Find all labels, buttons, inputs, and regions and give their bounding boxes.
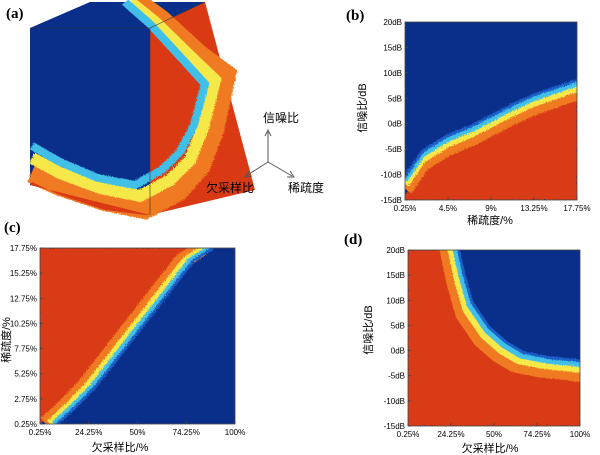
y-tick-label: -15dB [381,196,402,205]
y-ticks-d: 20dB 15dB 10dB 5dB 0dB -5dB -10dB -15dB [384,246,411,431]
axis-label-undersampling-3d: 欠采样比 [206,180,254,195]
x-tick-label: 4.5% [439,204,457,213]
panel-b: 20dB 15dB 10dB 5dB 0dB -5dB -10dB -15dB 0.25% 4.… [346,8,591,227]
panel-label-c: (c) [4,220,21,236]
y-tick-label: -10dB [381,171,402,180]
heatmap-transition-band [405,80,577,182]
x-axis-label-c: 欠采样比/% [92,440,149,454]
axis-label-sparsity-3d: 稀疏度 [288,180,324,195]
y-ticks-c: 17.75% 15.25% 12.75% 10.25% 7.75% 5.25% 2.75% 0… [10,244,43,429]
y-tick-label: 0dB [388,120,402,129]
x-tick-label: 0.25% [394,204,417,213]
x-ticks-c: 0.25% 24.25% 50% 74.25% 100% [29,421,245,437]
x-ticks-b: 0.25% 4.5% 9% 13.25% 17.75% [394,197,591,213]
heatmap-transition-band [439,250,580,383]
x-tick-label: 9% [485,204,497,213]
x-tick-label: 24.25% [437,430,464,439]
y-tick-label: -15dB [384,422,405,431]
x-tick-label: 13.25% [520,204,547,213]
y-tick-label: 10dB [383,69,402,78]
axes-3d [243,128,295,178]
panel-label-d: (d) [344,232,362,248]
cube-band-yellow [29,0,222,203]
heatmap-c [40,248,214,424]
panel-c: 17.75% 15.25% 12.75% 10.25% 7.75% 5.25% 2.75% 0… [0,220,245,454]
heatmap-red-region [405,98,577,200]
y-tick-label: 15dB [386,271,405,280]
y-tick-label: 10dB [386,296,405,305]
y-tick-label: 17.75% [10,244,37,253]
y-tick-label: 0.25% [14,420,37,429]
heatmap-transition-band [51,248,212,424]
heatmap-transition-band [405,83,577,187]
heatmap-red-region [40,248,196,424]
y-tick-label: -5dB [388,372,405,381]
panel-label-b: (b) [346,8,364,24]
x-tick-label: 50% [486,430,502,439]
y-tick-label: 5dB [391,321,405,330]
heatmap-d [408,250,580,426]
panel-label-a: (a) [6,6,24,22]
x-tick-label: 24.25% [75,428,102,437]
panel-a: 信噪比 欠采样比 稀疏度 (a) [6,0,324,220]
y-tick-label: 5dB [388,94,402,103]
x-tick-label: 0.25% [397,430,420,439]
y-tick-label: -10dB [384,397,405,406]
y-tick-label: 12.75% [10,294,37,303]
x-tick-label: 74.25% [173,428,200,437]
y-tick-label: 2.75% [14,395,37,404]
y-axis-label-b: 信噪比/dB [356,83,369,133]
y-tick-label: 0dB [391,347,405,356]
y-tick-label: 5.25% [14,370,37,379]
y-tick-label: -5dB [385,145,402,154]
y-axis-label-c: 稀疏度/% [0,317,13,363]
x-tick-label: 50% [129,428,145,437]
heatmap-transition-band [55,248,214,424]
x-tick-label: 0.25% [29,428,52,437]
panel-d: 20dB 15dB 10dB 5dB 0dB -5dB -10dB -15dB 0.25% 24… [344,232,590,455]
x-tick-label: 100% [225,428,245,437]
axis-label-snr-3d: 信噪比 [263,111,299,125]
y-axis-label-d: 信噪比/dB [362,305,375,355]
y-tick-label: 15dB [383,43,402,52]
y-tick-label: 7.75% [14,345,37,354]
x-tick-label: 17.75% [563,204,590,213]
x-ticks-d: 0.25% 24.25% 50% 74.25% 100% [397,423,590,439]
cube-band-cyan [30,0,210,190]
y-tick-label: 20dB [386,246,405,255]
x-axis-label-d: 欠采样比/% [462,441,519,455]
heatmap-transition-band [452,250,580,368]
heatmap-transition-band [447,250,580,374]
x-tick-label: 100% [570,430,590,439]
x-tick-label: 74.25% [523,430,550,439]
heatmap-b [405,78,577,200]
x-axis-label-b: 稀疏度/% [467,213,513,227]
y-ticks-b: 20dB 15dB 10dB 5dB 0dB -5dB -10dB -15dB [381,18,408,205]
heatmap-transition-band [457,250,580,363]
y-tick-label: 15.25% [10,269,37,278]
y-tick-label: 20dB [383,18,402,27]
y-tick-label: 10.25% [10,319,37,328]
heatmap-transition-band [405,78,577,178]
